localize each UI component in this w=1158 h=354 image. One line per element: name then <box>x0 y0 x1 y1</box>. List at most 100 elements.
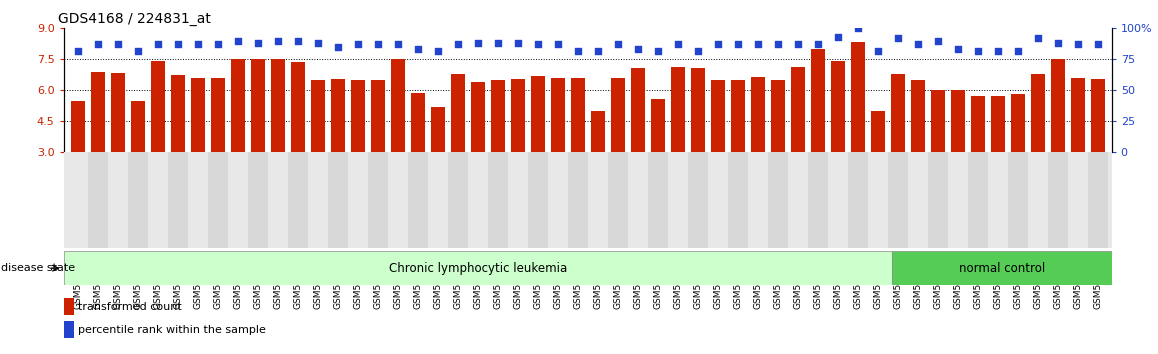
Point <box>968 48 987 53</box>
Point <box>228 38 247 44</box>
Bar <box>968 152 988 248</box>
Bar <box>207 152 228 248</box>
Point <box>569 48 587 53</box>
Bar <box>548 152 567 248</box>
Point <box>148 42 167 47</box>
Point <box>588 48 607 53</box>
Point <box>88 42 107 47</box>
Bar <box>651 98 665 214</box>
Point <box>1028 35 1047 41</box>
Point <box>989 48 1007 53</box>
Point <box>68 48 87 53</box>
Point <box>469 40 488 46</box>
Bar <box>910 80 925 214</box>
Bar <box>148 152 168 248</box>
Bar <box>228 152 248 248</box>
Bar <box>690 68 705 214</box>
Bar <box>1068 152 1087 248</box>
Bar <box>771 80 785 214</box>
Point <box>808 42 827 47</box>
Bar <box>828 152 848 248</box>
Bar <box>631 68 645 214</box>
Point <box>329 44 347 50</box>
Point <box>728 42 747 47</box>
Bar <box>431 107 445 214</box>
Text: transformed count: transformed count <box>78 302 182 312</box>
Bar <box>1027 152 1048 248</box>
Bar <box>1011 95 1025 214</box>
Bar <box>908 152 928 248</box>
Bar <box>647 152 668 248</box>
Point <box>1089 42 1107 47</box>
Point <box>269 38 287 44</box>
Point <box>868 48 887 53</box>
Bar <box>871 111 885 214</box>
Text: Chronic lymphocytic leukemia: Chronic lymphocytic leukemia <box>389 262 566 275</box>
Bar <box>64 298 74 314</box>
Bar <box>108 152 127 248</box>
Bar <box>571 78 585 214</box>
Bar <box>748 152 768 248</box>
Point <box>208 42 227 47</box>
Bar <box>867 152 888 248</box>
Point <box>888 35 907 41</box>
Point <box>549 42 567 47</box>
Point <box>648 48 667 53</box>
Bar <box>351 80 365 214</box>
Bar <box>67 152 88 248</box>
Bar <box>291 62 305 214</box>
Bar <box>331 79 345 214</box>
Point <box>189 42 207 47</box>
Bar <box>1091 79 1105 214</box>
Point <box>448 42 467 47</box>
Point <box>308 40 327 46</box>
Bar <box>347 152 368 248</box>
Bar <box>470 82 485 214</box>
Bar <box>530 76 544 214</box>
Bar <box>170 75 184 214</box>
Bar <box>308 152 328 248</box>
Bar <box>310 80 324 214</box>
Bar <box>528 152 548 248</box>
Bar <box>248 152 267 248</box>
Bar <box>151 61 164 214</box>
Bar <box>1031 74 1045 214</box>
Point <box>608 42 626 47</box>
Point <box>1069 42 1087 47</box>
Bar <box>970 97 984 214</box>
Point <box>709 42 727 47</box>
Bar <box>468 152 488 248</box>
Bar <box>411 93 425 214</box>
Bar <box>507 152 528 248</box>
Point <box>349 42 367 47</box>
Bar <box>727 152 748 248</box>
Bar <box>88 152 108 248</box>
Point <box>1009 48 1027 53</box>
Bar <box>131 101 145 214</box>
Point <box>1048 40 1067 46</box>
Point <box>629 46 647 52</box>
Bar <box>768 152 787 248</box>
Text: disease state: disease state <box>1 263 75 273</box>
Point <box>908 42 926 47</box>
Bar <box>488 152 507 248</box>
Point <box>769 42 787 47</box>
Bar <box>408 152 427 248</box>
Bar <box>787 152 807 248</box>
Point <box>748 42 767 47</box>
Bar <box>390 59 404 214</box>
Bar <box>848 152 867 248</box>
Point <box>688 48 706 53</box>
Bar <box>427 152 448 248</box>
Bar <box>891 74 904 214</box>
Bar <box>328 152 347 248</box>
Bar <box>1050 59 1064 214</box>
Bar <box>807 152 828 248</box>
Bar <box>511 79 525 214</box>
Point <box>249 40 267 46</box>
Bar <box>551 78 565 214</box>
Bar <box>947 152 968 248</box>
Point <box>849 25 867 31</box>
Bar <box>608 152 628 248</box>
Point <box>388 42 406 47</box>
